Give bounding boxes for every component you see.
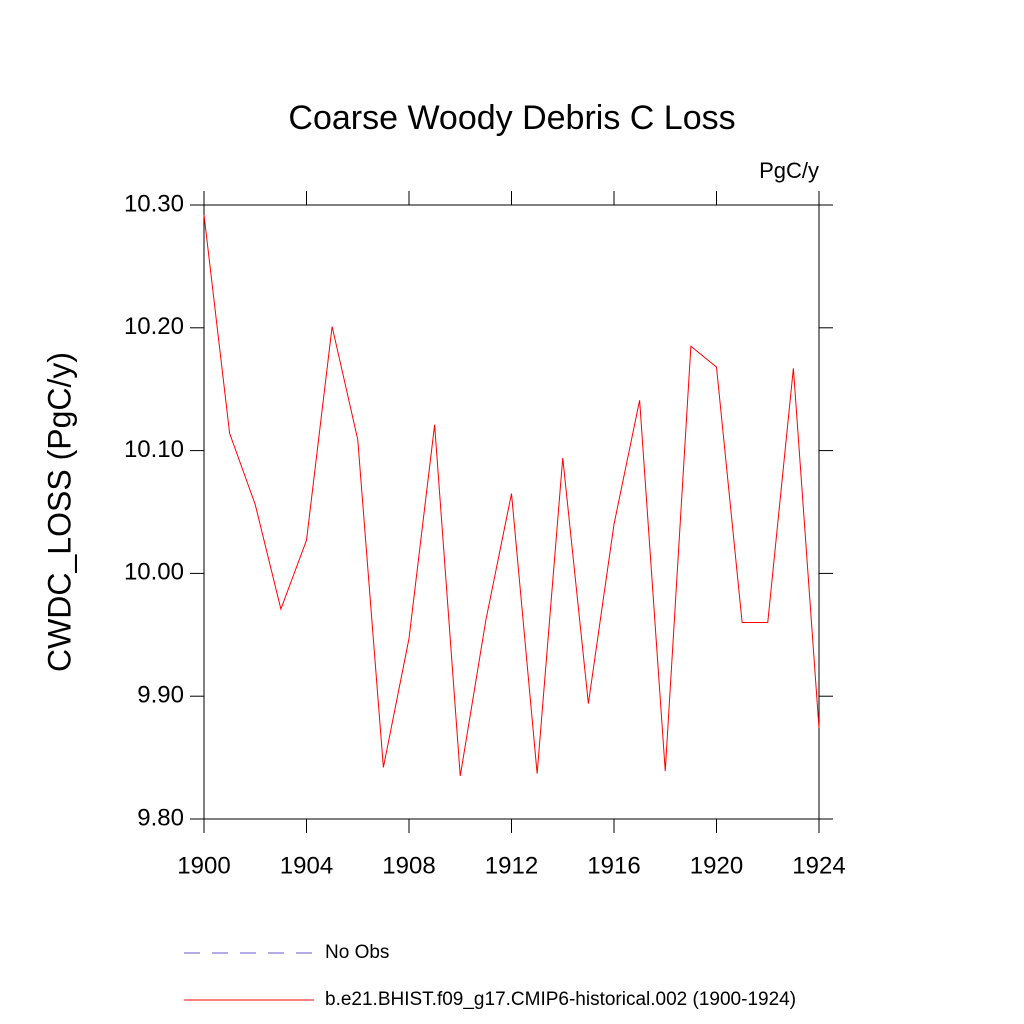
legend-label: b.e21.BHIST.f09_g17.CMIP6-historical.002… <box>325 989 796 1010</box>
y-tick-label: 10.20 <box>124 313 184 340</box>
plot-frame <box>203 204 820 820</box>
x-tick-label: 1904 <box>280 852 333 879</box>
x-tick-label: 1916 <box>587 852 640 879</box>
x-tick-label: 1900 <box>177 852 230 879</box>
legend-label: No Obs <box>325 942 389 963</box>
y-tick-label: 10.30 <box>124 190 184 217</box>
x-tick-label: 1908 <box>382 852 435 879</box>
y-tick-label: 9.90 <box>137 682 184 709</box>
x-tick-label: 1920 <box>690 852 743 879</box>
units-label: PgC/y <box>759 158 819 183</box>
y-tick-label: 9.80 <box>137 804 184 831</box>
x-tick-label: 1912 <box>485 852 538 879</box>
data-line <box>203 214 820 777</box>
y-tick-label: 10.10 <box>124 436 184 463</box>
chart-title: Coarse Woody Debris C Loss <box>288 99 735 137</box>
x-tick-label: 1924 <box>792 852 845 879</box>
y-tick-label: 10.00 <box>124 559 184 586</box>
y-axis-label: CWDC_LOSS (PgC/y) <box>41 352 77 672</box>
